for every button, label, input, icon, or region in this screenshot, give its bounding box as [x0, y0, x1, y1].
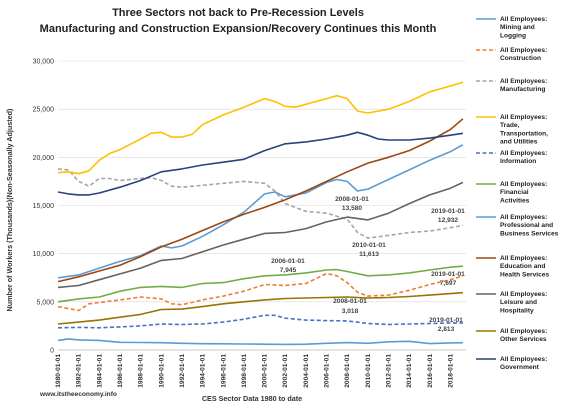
series-line-6 [57, 144, 464, 279]
x-tick-label: 2004-01-01 [303, 354, 310, 388]
y-tick-label: 0 [50, 348, 54, 355]
series-line-9 [57, 291, 463, 325]
series-line-10 [57, 131, 464, 196]
annotation-date: 2019-01-01 [431, 271, 465, 278]
annotation-date: 2010-01-01 [352, 242, 386, 249]
source-url: www.itstheeconomy.info [39, 391, 117, 398]
x-tick-label: 2008-01-01 [344, 354, 351, 388]
series-line-3 [57, 81, 464, 175]
series-line-7 [57, 118, 464, 283]
y-tick-label: 10,000 [33, 251, 55, 258]
annotation-value: 12,932 [438, 217, 459, 224]
legend-entry: All Employees: Government [500, 356, 547, 371]
y-axis-label: Number of Workers (Thousands)(Non-Season… [5, 108, 14, 311]
legend-entry: All Employees: Leisure and Hospitality [500, 291, 547, 314]
x-tick-label: 1984-01-01 [96, 354, 103, 388]
series-line-0 [57, 338, 463, 346]
y-tick-label: 20,000 [33, 155, 55, 162]
legend-entry: All Employees: Construction [500, 47, 547, 62]
annotations: 2006-01-01 7,945 2008-01-01 13,580 2010-01-0… [271, 196, 465, 333]
chart-subtitle: Manufacturing and Construction Expansion… [40, 23, 437, 35]
series-line-8 [57, 181, 464, 289]
legend-entry: All Employees: Trade, Transportation, and U… [500, 114, 548, 146]
legend: All Employees: Mining and Logging All Emplo… [476, 16, 559, 371]
legend-entry: All Employees: Mining and Logging [500, 16, 547, 39]
annotation-date: 2008-01-01 [333, 298, 367, 305]
x-tick-label: 2016-01-01 [427, 354, 434, 388]
legend-entry: All Employees: Education and Health Servic… [500, 255, 549, 278]
legend-entry: All Employees: Manufacturing [500, 78, 547, 93]
series-line-5 [57, 265, 463, 303]
gridlines [58, 60, 466, 351]
x-tick-label: 2014-01-01 [406, 354, 413, 388]
series-line-1 [57, 272, 464, 312]
y-tick-label: 15,000 [33, 203, 55, 210]
annotation-value: 2,813 [438, 326, 455, 333]
annotation-date: 2006-01-01 [271, 258, 305, 265]
annotation-date: 2019-01-01 [429, 317, 463, 324]
annotation-value: 11,613 [359, 251, 379, 258]
series-line-4 [57, 314, 463, 329]
x-tick-label: 2000-01-01 [262, 354, 269, 388]
x-tick-label: 2010-01-01 [365, 354, 372, 388]
x-tick-label: 1988-01-01 [138, 354, 145, 388]
x-tick-label: 1990-01-01 [158, 354, 165, 388]
legend-entry: All Employees: Information [500, 150, 547, 165]
x-tick-label: 2006-01-01 [324, 354, 331, 388]
x-tick-label: 2012-01-01 [386, 354, 393, 388]
x-axis-label: CES Sector Data 1980 to date [202, 394, 302, 403]
x-tick-label: 1998-01-01 [241, 354, 248, 388]
annotation-value: 7,945 [280, 267, 297, 274]
x-tick-label: 1980-01-01 [55, 354, 62, 388]
legend-entry: All Employees: Financial Activities [500, 181, 547, 204]
chart-title: Three Sectors not back to Pre-Recession … [112, 7, 364, 19]
x-tick-label: 1986-01-01 [117, 354, 124, 388]
x-tick-label: 2002-01-01 [282, 354, 289, 388]
x-axis-ticks: 1980-01-01 1982-01-01 1984-01-01 1986-01-01… [55, 354, 455, 388]
series-lines [57, 81, 464, 346]
annotation-value: 13,580 [342, 205, 363, 212]
y-tick-label: 25,000 [33, 107, 55, 114]
x-tick-label: 1982-01-01 [76, 354, 83, 388]
x-tick-label: 1996-01-01 [220, 354, 227, 388]
annotation-value: 7,697 [440, 280, 457, 287]
series-line-2 [57, 168, 464, 239]
x-tick-label: 1994-01-01 [200, 354, 207, 388]
legend-entry: All Employees: Other Services [500, 328, 547, 343]
legend-entry: All Employees: Professional and Business S… [500, 214, 559, 237]
x-tick-label: 2018-01-01 [448, 354, 455, 388]
x-tick-label: 1992-01-01 [179, 354, 186, 388]
annotation-date: 2019-01-01 [431, 208, 465, 215]
y-tick-label: 30,000 [33, 59, 55, 66]
annotation-value: 3,018 [342, 308, 359, 315]
y-tick-label: 5,000 [36, 299, 54, 306]
y-axis-ticks: 0 5,000 10,000 15,000 20,000 25,000 30,000 [33, 59, 55, 355]
annotation-date: 2008-01-01 [335, 196, 369, 203]
